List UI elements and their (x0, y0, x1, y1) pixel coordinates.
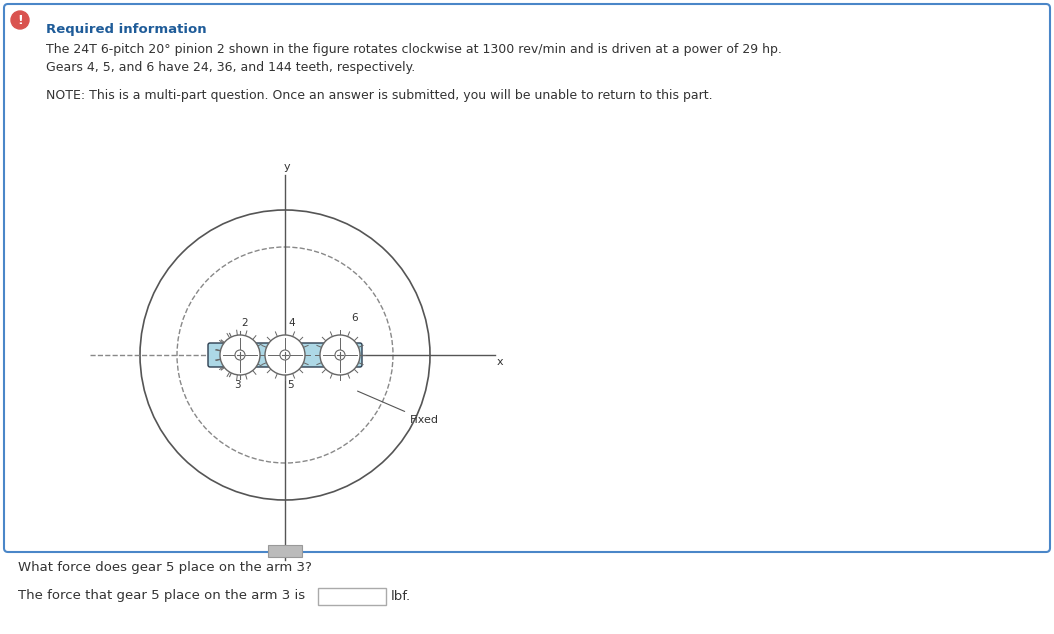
FancyBboxPatch shape (4, 4, 1050, 552)
Text: 6: 6 (352, 313, 358, 323)
Circle shape (280, 350, 290, 360)
Text: The force that gear 5 place on the arm 3 is: The force that gear 5 place on the arm 3… (18, 590, 305, 602)
Text: lbf.: lbf. (391, 590, 411, 602)
Text: x: x (497, 357, 504, 367)
Circle shape (335, 350, 345, 360)
Circle shape (220, 335, 260, 375)
Text: Gears 4, 5, and 6 have 24, 36, and 144 teeth, respectively.: Gears 4, 5, and 6 have 24, 36, and 144 t… (46, 60, 415, 74)
Circle shape (320, 335, 360, 375)
Text: What force does gear 5 place on the arm 3?: What force does gear 5 place on the arm … (18, 562, 312, 574)
Text: 5: 5 (287, 380, 293, 390)
Text: NOTE: This is a multi-part question. Once an answer is submitted, you will be un: NOTE: This is a multi-part question. Onc… (46, 89, 713, 101)
Text: Fixed: Fixed (357, 391, 440, 425)
Circle shape (265, 335, 305, 375)
Bar (268, 545, 302, 557)
Text: 3: 3 (234, 380, 240, 390)
Text: !: ! (17, 13, 23, 27)
Text: y: y (284, 162, 290, 172)
Circle shape (11, 11, 30, 29)
Text: 4: 4 (288, 318, 295, 328)
Bar (318, 588, 386, 605)
Circle shape (235, 350, 245, 360)
Text: Required information: Required information (46, 23, 207, 37)
Text: The 24T 6-pitch 20° pinion 2 shown in the figure rotates clockwise at 1300 rev/m: The 24T 6-pitch 20° pinion 2 shown in th… (46, 44, 782, 56)
FancyBboxPatch shape (208, 343, 362, 367)
Text: 2: 2 (241, 318, 248, 328)
